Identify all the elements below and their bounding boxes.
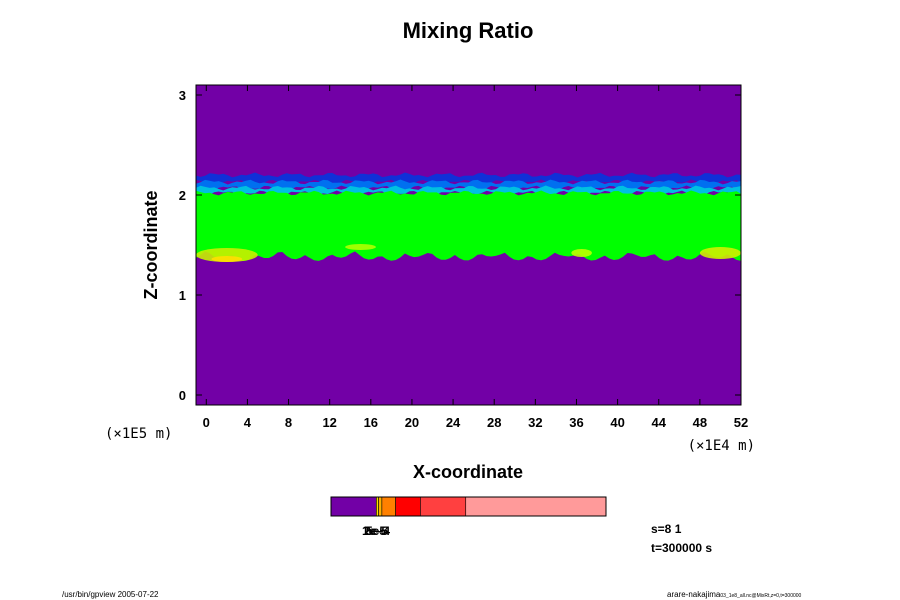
y-axis-unit: (×1E5 m)	[105, 426, 172, 442]
colorbar-label: 5e-4	[366, 524, 390, 538]
high-ratio-patch-1	[211, 256, 243, 262]
x-tick-label: 8	[285, 415, 292, 430]
high-ratio-patch-4	[699, 247, 741, 259]
x-tick-label: 40	[610, 415, 624, 430]
plot-frame	[195, 84, 742, 406]
x-axis-unit: (×1E4 m)	[688, 438, 755, 454]
x-tick-label: 0	[203, 415, 210, 430]
x-tick-label: 4	[244, 415, 252, 430]
colorbar-segment	[395, 496, 421, 517]
x-tick-label: 48	[693, 415, 707, 430]
x-axis: 0 4 8 12 16 20 24 28 32 36 40 44 48 52	[203, 85, 748, 430]
colorbar-label: 1e-5	[362, 524, 386, 538]
colorbar-segment	[420, 496, 467, 517]
high-ratio-patch-0	[196, 248, 258, 262]
colorbar	[330, 496, 607, 517]
mixing-layer-2	[196, 185, 741, 196]
x-tick-label: 20	[405, 415, 419, 430]
annotation-t: t=300000 s	[651, 541, 712, 555]
mixing-layer-3	[196, 190, 741, 261]
x-tick-label: 16	[364, 415, 378, 430]
mixing-layer-0	[196, 172, 741, 185]
x-tick-label: 44	[652, 415, 667, 430]
x-tick-label: 36	[569, 415, 583, 430]
x-tick-label: 24	[446, 415, 461, 430]
chart-title: Mixing Ratio	[403, 18, 534, 43]
x-tick-label: 12	[322, 415, 336, 430]
x-tick-label: 28	[487, 415, 501, 430]
footer-right-source: 03_1e8_all.nc@MixRt,z=0,t=300000	[720, 593, 802, 599]
y-axis: 0 1 2 3	[179, 88, 741, 403]
x-axis-title: X-coordinate	[413, 462, 523, 482]
footer-right: arare-nakajima03_1e8_all.nc@MixRt,z=0,t=…	[667, 590, 801, 599]
y-tick-label: 2	[179, 188, 186, 203]
footer-left: /usr/bin/gpview 2005-07-22	[62, 590, 159, 599]
plot-area	[196, 85, 741, 405]
y-tick-label: 1	[179, 288, 186, 303]
x-tick-label: 52	[734, 415, 748, 430]
colorbar-segment	[381, 496, 396, 517]
y-tick-label: 3	[179, 88, 186, 103]
colorbar-segment	[330, 496, 377, 517]
high-ratio-patch-3	[571, 249, 592, 257]
y-tick-label: 0	[179, 388, 186, 403]
annotation-s: s=8 1	[651, 522, 682, 536]
high-ratio-patch-2	[345, 244, 376, 250]
colorbar-segment	[378, 496, 383, 517]
colorbar-segment	[376, 496, 379, 517]
y-axis-title: Z-coordinate	[141, 190, 161, 299]
colorbar-label: 2e-5	[364, 524, 388, 538]
mixing-layer-1	[196, 179, 741, 191]
colorbar-frame	[330, 496, 607, 517]
colorbar-labels: 1e-52e-55e-4	[362, 524, 390, 538]
colorbar-segment	[465, 496, 607, 517]
footer-right-author: arare-nakajima	[667, 590, 721, 599]
x-tick-label: 32	[528, 415, 542, 430]
